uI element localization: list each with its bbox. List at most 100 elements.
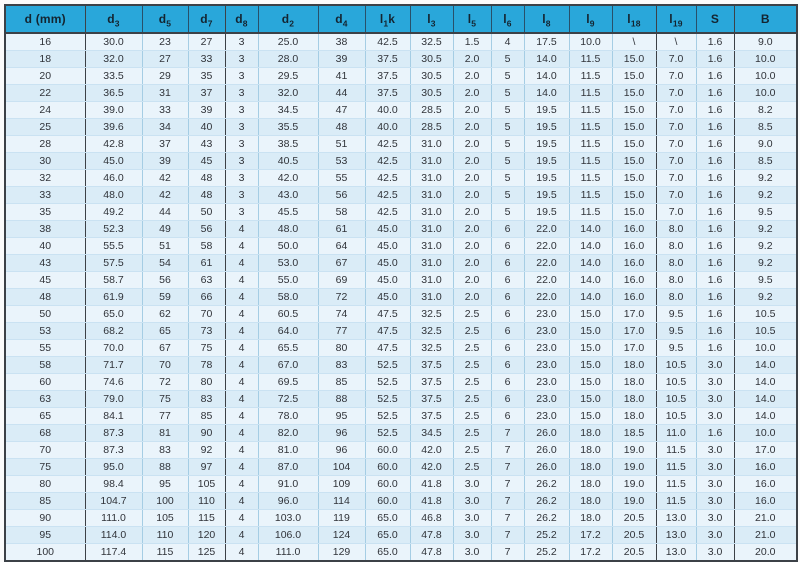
table-cell: 13.0: [656, 543, 697, 561]
table-cell: 42.5: [365, 152, 411, 170]
table-cell: 27: [142, 50, 189, 68]
table-cell: 16.0: [612, 288, 657, 306]
table-cell: 15.0: [569, 339, 613, 357]
table-cell: 7.0: [656, 186, 697, 204]
table-cell: 22.0: [524, 220, 570, 238]
table-cell: 2.0: [453, 237, 492, 255]
column-header-l18: l18: [612, 5, 657, 34]
table-cell: 32.5: [410, 33, 454, 51]
table-cell: 3.0: [453, 543, 492, 561]
table-row-d-40: 40 55.5 51 58 4 50.0 64 45.0 31.0 2.0 6 22.0 14.0 16.…: [5, 237, 797, 255]
table-cell: 58.7: [85, 271, 143, 289]
table-cell: 7.0: [656, 101, 697, 119]
table-cell: 40.5: [258, 152, 319, 170]
table-cell: \: [612, 33, 657, 51]
table-cell: 56: [318, 186, 366, 204]
table-cell: 15.0: [612, 101, 657, 119]
table-cell: 16.0: [734, 458, 797, 476]
table-cell: 58: [5, 356, 86, 374]
table-cell: 54: [142, 254, 189, 272]
table-cell: 47.8: [410, 526, 454, 544]
table-cell: 4: [491, 33, 525, 51]
table-cell: 32.0: [85, 50, 143, 68]
table-cell: 42.5: [365, 135, 411, 153]
table-cell: 2.5: [453, 339, 492, 357]
table-cell: 7.0: [656, 135, 697, 153]
table-cell: 25.2: [524, 526, 570, 544]
table-cell: 50: [5, 305, 86, 323]
table-cell: 43: [188, 135, 226, 153]
table-cell: 5: [491, 50, 525, 68]
table-cell: 33: [5, 186, 86, 204]
table-cell: 39: [142, 152, 189, 170]
table-cell: 34.5: [258, 101, 319, 119]
table-cell: 110: [188, 492, 226, 510]
table-cell: 3: [225, 203, 259, 221]
table-row-d-65: 65 84.1 77 85 4 78.0 95 52.5 37.5 2.5 6 23.0 15.0 18.…: [5, 407, 797, 425]
table-cell: 48: [188, 186, 226, 204]
table-cell: 3: [225, 50, 259, 68]
table-cell: 47.5: [365, 339, 411, 357]
table-cell: 4: [225, 271, 259, 289]
table-cell: 95: [5, 526, 86, 544]
table-cell: 40: [5, 237, 86, 255]
table-cell: 72.5: [258, 390, 319, 408]
table-cell: 48.0: [85, 186, 143, 204]
table-cell: 7: [491, 458, 525, 476]
column-header-d5: d5: [142, 5, 189, 34]
table-cell: 70.0: [85, 339, 143, 357]
table-cell: 17.0: [612, 322, 657, 340]
table-cell: 14.0: [569, 254, 613, 272]
table-cell: 91.0: [258, 475, 319, 493]
table-cell: 80: [188, 373, 226, 391]
column-header-l5: l5: [453, 5, 492, 34]
table-cell: 42.8: [85, 135, 143, 153]
table-cell: 10.0: [734, 67, 797, 85]
table-cell: 18.0: [569, 492, 613, 510]
table-cell: 6: [491, 305, 525, 323]
table-cell: 49.2: [85, 203, 143, 221]
table-cell: 88: [142, 458, 189, 476]
table-cell: 14.0: [569, 288, 613, 306]
table-row-d-38: 38 52.3 49 56 4 48.0 61 45.0 31.0 2.0 6 22.0 14.0 16.…: [5, 220, 797, 238]
table-cell: 13.0: [656, 509, 697, 527]
table-cell: 9.2: [734, 169, 797, 187]
table-cell: 5: [491, 67, 525, 85]
table-cell: 1.5: [453, 33, 492, 51]
table-cell: 10.0: [734, 339, 797, 357]
table-cell: 2.5: [453, 305, 492, 323]
table-cell: 10.5: [656, 407, 697, 425]
table-cell: 14.0: [734, 373, 797, 391]
table-cell: 34: [142, 118, 189, 136]
table-cell: 97: [188, 458, 226, 476]
table-cell: 74.6: [85, 373, 143, 391]
table-cell: 23: [142, 33, 189, 51]
table-cell: 14.0: [569, 271, 613, 289]
table-cell: 31.0: [410, 220, 454, 238]
table-cell: 77: [318, 322, 366, 340]
table-cell: 10.5: [656, 390, 697, 408]
table-cell: 35.5: [258, 118, 319, 136]
table-cell: 30.0: [85, 33, 143, 51]
table-cell: 2.5: [453, 441, 492, 459]
table-cell: 6: [491, 237, 525, 255]
table-cell: 14.0: [734, 407, 797, 425]
table-cell: 11.5: [656, 475, 697, 493]
table-cell: 65.0: [365, 543, 411, 561]
table-cell: 2.5: [453, 322, 492, 340]
table-cell: 83: [318, 356, 366, 374]
table-cell: 45.0: [365, 254, 411, 272]
table-cell: 61: [188, 254, 226, 272]
table-cell: 3.0: [696, 543, 735, 561]
table-cell: 1.6: [696, 271, 735, 289]
column-header-d7: d7: [188, 5, 226, 34]
table-cell: 1.6: [696, 152, 735, 170]
table-cell: 78.0: [258, 407, 319, 425]
table-cell: 2.0: [453, 135, 492, 153]
table-cell: 26.2: [524, 492, 570, 510]
table-cell: 16: [5, 33, 86, 51]
table-cell: 11.5: [656, 492, 697, 510]
column-header-l8: l8: [524, 5, 570, 34]
table-cell: 2.5: [453, 407, 492, 425]
table-cell: 87.3: [85, 441, 143, 459]
